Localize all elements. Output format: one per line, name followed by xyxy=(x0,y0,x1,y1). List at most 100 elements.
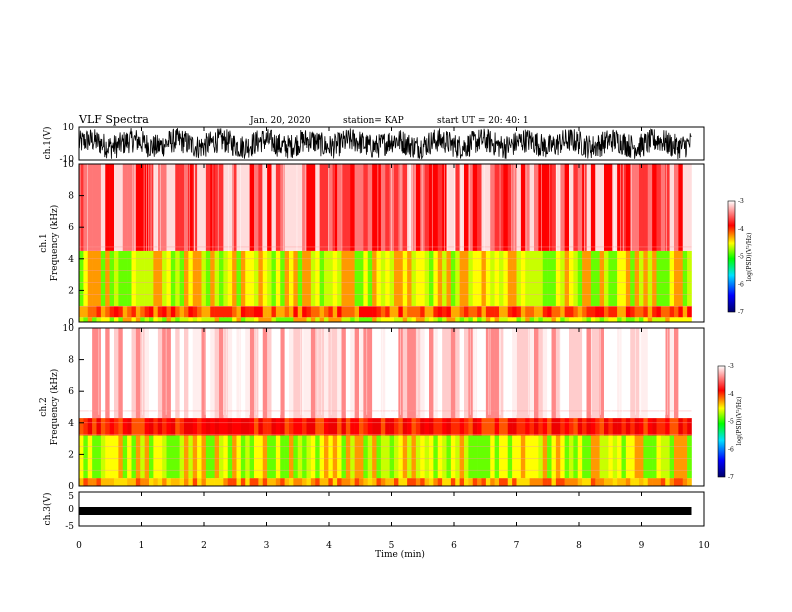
spectrogram-cell xyxy=(586,306,592,318)
spectrogram-cell xyxy=(459,478,465,486)
spectrogram-cell xyxy=(534,435,539,479)
spectrogram-cell xyxy=(131,328,137,419)
spectrogram-cell xyxy=(538,306,544,318)
spectrogram-cell xyxy=(507,478,513,486)
spectrogram-cell xyxy=(682,317,688,322)
spectrogram-cell xyxy=(415,317,421,322)
spectrogram-cell xyxy=(660,435,666,479)
spectrogram-cell xyxy=(647,328,653,419)
spectrogram-cell xyxy=(639,478,644,486)
spectrogram-cell xyxy=(328,478,334,486)
spectrogram-cell xyxy=(100,317,106,322)
spectrogram-cell xyxy=(149,435,154,479)
spectrogram-cell xyxy=(214,306,220,318)
spectrogram-cell xyxy=(490,164,495,251)
spectrogram-cell xyxy=(319,478,325,486)
spectrogram-cell xyxy=(450,250,456,307)
spectrogram-cell xyxy=(415,418,421,436)
spectrogram-cell xyxy=(590,306,596,318)
spectrogram-cell xyxy=(205,328,211,419)
ch2-spectrogram-ylabel-channel: ch.2 xyxy=(39,397,49,416)
spectrogram-cell xyxy=(643,317,649,322)
spectrogram-cell xyxy=(96,317,102,322)
spectrogram-cell xyxy=(560,250,565,307)
spectrogram-cell xyxy=(604,317,609,322)
spectrogram-cell xyxy=(297,328,303,419)
spectrogram-cell xyxy=(582,478,587,486)
spectrogram-cell xyxy=(372,317,377,322)
spectrogram-cell xyxy=(494,435,500,479)
spectrogram-cell xyxy=(118,478,124,486)
spectrogram-cell xyxy=(232,306,237,318)
ch2-spectrogram-panel: 0 2 4 6 8 10 ch.2 Frequency (kHz) xyxy=(39,324,705,492)
spectrogram-cell xyxy=(507,328,513,419)
spectrogram-cell xyxy=(590,478,596,486)
spectrogram-cell xyxy=(577,478,583,486)
spectrogram-cell xyxy=(354,317,360,322)
spectrogram-cell xyxy=(468,328,474,419)
spectrogram-cell xyxy=(647,418,653,436)
spectrogram-cell xyxy=(205,317,211,322)
spectrogram-cell xyxy=(520,435,526,479)
spectrogram-cell xyxy=(197,418,202,436)
spectrogram-cell xyxy=(289,250,294,307)
spectrogram-cell xyxy=(595,328,600,419)
xtick-label: 3 xyxy=(264,541,270,551)
spectrogram-cell xyxy=(577,418,583,436)
spectrogram-cell xyxy=(87,164,93,251)
spectrogram-cell xyxy=(96,164,102,251)
spectrogram-cell xyxy=(485,164,491,251)
spectrogram-cell xyxy=(87,317,93,322)
spectrogram-cell xyxy=(162,418,167,436)
spectrogram-cell xyxy=(446,306,452,318)
spectrogram-cell xyxy=(170,418,176,436)
spectrogram-cell xyxy=(477,164,482,251)
spectrogram-cell xyxy=(162,435,167,479)
ch2-spectrogram-image xyxy=(79,328,704,486)
spectrogram-cell xyxy=(310,435,316,479)
colorbar-tick-label: -3 xyxy=(738,198,744,205)
spectrogram-cell xyxy=(652,164,657,251)
spectrogram-cell xyxy=(424,435,430,479)
spectrogram-cell xyxy=(367,328,373,419)
spectrogram-cell xyxy=(258,328,264,419)
spectrogram-cell xyxy=(590,317,596,322)
spectrogram-cell xyxy=(586,328,592,419)
spectrogram-cell xyxy=(210,306,215,318)
spectrogram-cell xyxy=(643,418,649,436)
spectrogram-cell xyxy=(223,418,229,436)
spectrogram-cell xyxy=(682,164,688,251)
spectrogram-cell xyxy=(647,317,653,322)
spectrogram-cell xyxy=(302,328,307,419)
spectrogram-cell xyxy=(398,478,404,486)
spectrogram-cell xyxy=(503,317,509,322)
spectrogram-cell xyxy=(394,478,399,486)
spectrogram-cell xyxy=(534,164,539,251)
spectrogram-cell xyxy=(122,478,128,486)
spectrogram-cell xyxy=(674,435,679,479)
spectrogram-cell xyxy=(149,306,154,318)
spectrogram-cell xyxy=(639,250,644,307)
spectrogram-cell xyxy=(122,317,128,322)
spectrogram-cell xyxy=(547,328,552,419)
spectrogram-cell xyxy=(569,164,574,251)
time-axis: 0 1 2 3 4 5 6 7 8 9 10 xyxy=(76,127,710,551)
spectrogram-cell xyxy=(494,317,500,322)
spectrogram-cell xyxy=(564,418,570,436)
ytick-label: 0 xyxy=(68,318,74,328)
spectrogram-cell xyxy=(665,478,670,486)
spectrogram-cell xyxy=(179,418,185,436)
spectrogram-cell xyxy=(109,306,115,318)
spectrogram-cell xyxy=(135,306,141,318)
spectrogram-cell xyxy=(105,164,110,251)
spectrogram-cell xyxy=(507,435,513,479)
spectrogram-cell xyxy=(166,328,172,419)
ytick-label: 6 xyxy=(68,223,74,233)
spectrogram-cell xyxy=(407,478,412,486)
spectrogram-cell xyxy=(267,328,272,419)
spectrogram-cell xyxy=(271,328,277,419)
spectrogram-cell xyxy=(415,435,421,479)
spectrogram-cell xyxy=(122,250,128,307)
spectrogram-cell xyxy=(669,317,675,322)
spectrogram-cell xyxy=(258,418,264,436)
